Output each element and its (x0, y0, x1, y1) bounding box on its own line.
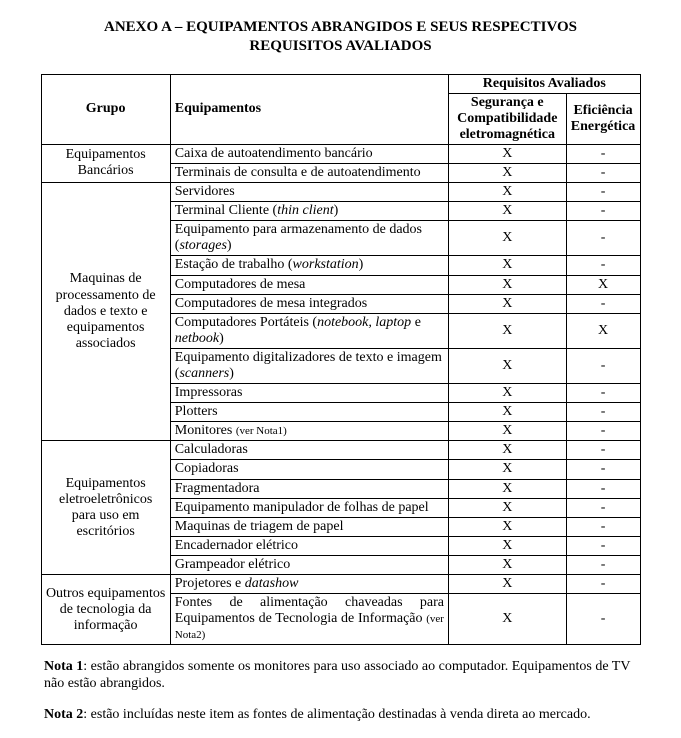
equipamento-cell: Servidores (170, 183, 448, 202)
th-requisitos: Requisitos Avaliados (448, 74, 640, 93)
seg-cell: X (448, 348, 566, 383)
seg-cell: X (448, 498, 566, 517)
requisitos-table: Grupo Equipamentos Requisitos Avaliados … (41, 74, 641, 646)
seg-cell: X (448, 536, 566, 555)
seg-cell: X (448, 575, 566, 594)
seg-cell: X (448, 555, 566, 574)
equipamento-cell: Caixa de autoatendimento bancário (170, 144, 448, 163)
equipamento-cell: Fragmentadora (170, 479, 448, 498)
equipamento-cell: Computadores de mesa (170, 275, 448, 294)
equipamento-cell: Impressoras (170, 384, 448, 403)
efi-cell: - (566, 202, 640, 221)
table-row: Outros equipamentos de tecnologia da inf… (41, 575, 640, 594)
seg-cell: X (448, 422, 566, 441)
seg-cell: X (448, 594, 566, 645)
seg-cell: X (448, 460, 566, 479)
equipamento-cell: Encadernador elétrico (170, 536, 448, 555)
seg-cell: X (448, 517, 566, 536)
seg-cell: X (448, 144, 566, 163)
equipamento-cell: Grampeador elétrico (170, 555, 448, 574)
anexo-title: ANEXO A – EQUIPAMENTOS ABRANGIDOS E SEUS… (64, 18, 617, 56)
efi-cell: - (566, 144, 640, 163)
th-equipamentos: Equipamentos (170, 74, 448, 144)
efi-cell: - (566, 348, 640, 383)
efi-cell: - (566, 183, 640, 202)
seg-cell: X (448, 256, 566, 275)
equipamento-cell: Maquinas de triagem de papel (170, 517, 448, 536)
efi-cell: - (566, 256, 640, 275)
efi-cell: - (566, 517, 640, 536)
table-row: Equipamentos BancáriosCaixa de autoatend… (41, 144, 640, 163)
equipamento-cell: Copiadoras (170, 460, 448, 479)
seg-cell: X (448, 294, 566, 313)
seg-cell: X (448, 202, 566, 221)
nota-2: Nota 2: estão incluídas neste item as fo… (44, 707, 637, 724)
nota-1: Nota 1: estão abrangidos somente os moni… (44, 659, 637, 693)
seg-cell: X (448, 221, 566, 256)
th-seguranca: Segurança e Compatibilidade eletromagnét… (448, 93, 566, 144)
grupo-cell: Maquinas de processamento de dados e tex… (41, 183, 170, 441)
efi-cell: - (566, 555, 640, 574)
efi-cell: X (566, 275, 640, 294)
equipamento-cell: Plotters (170, 403, 448, 422)
seg-cell: X (448, 403, 566, 422)
efi-cell: - (566, 441, 640, 460)
efi-cell: - (566, 422, 640, 441)
seg-cell: X (448, 479, 566, 498)
efi-cell: - (566, 575, 640, 594)
equipamento-cell: Equipamento para armazenamento de dados … (170, 221, 448, 256)
equipamento-cell: Estação de trabalho (workstation) (170, 256, 448, 275)
equipamento-cell: Computadores de mesa integrados (170, 294, 448, 313)
table-row: Maquinas de processamento de dados e tex… (41, 183, 640, 202)
equipamento-cell: Equipamento manipulador de folhas de pap… (170, 498, 448, 517)
equipamento-cell: Calculadoras (170, 441, 448, 460)
nota-1-text: : estão abrangidos somente os monitores … (44, 659, 630, 691)
seg-cell: X (448, 183, 566, 202)
efi-cell: - (566, 403, 640, 422)
equipamento-cell: Fontes de alimentação chaveadas para Equ… (170, 594, 448, 645)
equipamento-cell: Terminal Cliente (thin client) (170, 202, 448, 221)
nota-1-label: Nota 1 (44, 659, 83, 674)
equipamento-cell: Equipamento digitalizadores de texto e i… (170, 348, 448, 383)
table-row: Equipamentos eletroeletrônicos para uso … (41, 441, 640, 460)
equipamento-cell: Projetores e datashow (170, 575, 448, 594)
efi-cell: - (566, 163, 640, 182)
seg-cell: X (448, 275, 566, 294)
efi-cell: - (566, 460, 640, 479)
efi-cell: - (566, 221, 640, 256)
efi-cell: - (566, 498, 640, 517)
equipamento-cell: Monitores (ver Nota1) (170, 422, 448, 441)
th-grupo: Grupo (41, 74, 170, 144)
seg-cell: X (448, 384, 566, 403)
efi-cell: - (566, 594, 640, 645)
grupo-cell: Equipamentos Bancários (41, 144, 170, 182)
th-eficiencia: Eficiência Energética (566, 93, 640, 144)
efi-cell: - (566, 384, 640, 403)
efi-cell: - (566, 294, 640, 313)
seg-cell: X (448, 441, 566, 460)
efi-cell: - (566, 479, 640, 498)
grupo-cell: Outros equipamentos de tecnologia da inf… (41, 575, 170, 645)
nota-2-text: : estão incluídas neste item as fontes d… (83, 707, 590, 722)
table-body: Equipamentos BancáriosCaixa de autoatend… (41, 144, 640, 645)
grupo-cell: Equipamentos eletroeletrônicos para uso … (41, 441, 170, 575)
equipamento-cell: Computadores Portáteis (notebook, laptop… (170, 313, 448, 348)
efi-cell: - (566, 536, 640, 555)
seg-cell: X (448, 313, 566, 348)
nota-2-label: Nota 2 (44, 707, 83, 722)
efi-cell: X (566, 313, 640, 348)
equipamento-cell: Terminais de consulta e de autoatendimen… (170, 163, 448, 182)
seg-cell: X (448, 163, 566, 182)
